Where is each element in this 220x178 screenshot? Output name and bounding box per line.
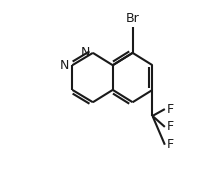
Text: N: N: [60, 59, 70, 72]
Text: N: N: [81, 46, 90, 59]
Text: F: F: [167, 103, 174, 116]
Text: Br: Br: [126, 12, 139, 25]
Text: F: F: [167, 138, 174, 151]
Text: F: F: [167, 120, 174, 133]
